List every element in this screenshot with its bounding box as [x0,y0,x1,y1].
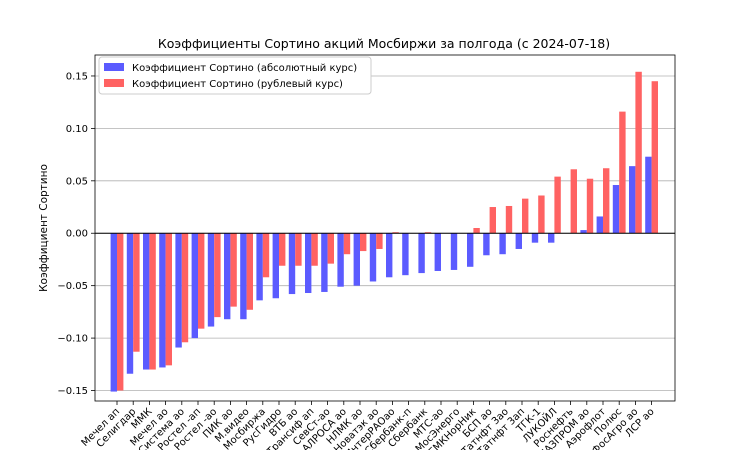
bar-rub [182,233,188,342]
bar-rub [360,233,366,251]
bar-rub [571,169,577,233]
bar-rub [214,233,220,317]
y-tick-label: 0.15 [66,71,88,82]
bar-absolute [629,166,635,233]
bar-rub [490,207,496,233]
chart-title: Коэффициенты Сортино акций Мосбиржи за п… [158,36,610,51]
bar-absolute [645,157,651,234]
bar-absolute [256,233,262,300]
bar-absolute [143,233,149,369]
legend: Коэффициент Сортино (абсолютный курс) Ко… [99,57,371,94]
bar-absolute [159,233,165,367]
bar-absolute [240,233,246,319]
y-tick-label: 0.10 [66,124,88,135]
bar-absolute [386,233,392,277]
y-tick-label: −0.15 [57,386,88,397]
bar-absolute [305,233,311,293]
bar-rub [295,233,301,266]
bar-rub [344,233,350,254]
y-tick-label: −0.10 [57,334,88,345]
bar-rub [652,81,658,233]
bar-absolute [337,233,343,286]
bar-rub [230,233,236,306]
bar-rub [149,233,155,369]
y-axis-label: Коэффициент Сортино [38,164,50,292]
bar-absolute [402,233,408,275]
bar-rub [328,233,334,263]
bar-rub [263,233,269,277]
bar-absolute [467,233,473,267]
bar-absolute [483,233,489,255]
bar-rub [538,195,544,233]
bar-absolute [273,233,279,298]
bar-rub [635,72,641,233]
bar-absolute [127,233,133,373]
bar-rub [117,233,123,390]
bar-absolute [192,233,198,338]
bar-absolute [370,233,376,281]
bar-absolute [548,233,554,242]
bar-rub [198,233,204,328]
bar-absolute [418,233,424,273]
bar-absolute [499,233,505,254]
bar-absolute [435,233,441,271]
bar-absolute [532,233,538,242]
bar-absolute [175,233,181,347]
bars-layer [111,72,658,392]
bar-rub [522,199,528,234]
bar-rub [166,233,172,365]
y-tick-label: 0.00 [66,229,88,240]
legend-label-rub: Коэффициент Сортино (рублевый курс) [132,79,343,90]
bar-absolute [597,216,603,233]
bar-absolute [613,185,619,233]
bar-absolute [354,233,360,285]
bar-rub [279,233,285,266]
legend-swatch-absolute [104,63,124,71]
y-tick-label: 0.05 [66,176,88,187]
bar-absolute [111,233,117,391]
bar-rub [376,233,382,249]
bar-rub [619,112,625,234]
bar-rub [473,228,479,233]
bar-rub [247,233,253,310]
bar-rub [506,206,512,233]
bar-rub [554,177,560,234]
bar-absolute [289,233,295,294]
bar-absolute [208,233,214,326]
bar-rub [603,168,609,233]
bar-absolute [451,233,457,270]
legend-swatch-rub [104,79,124,87]
bar-absolute [321,233,327,292]
bar-rub [311,233,317,266]
bar-absolute [516,233,522,249]
bar-rub [587,179,593,234]
bar-rub [133,233,139,351]
bar-absolute [224,233,230,319]
y-tick-label: −0.05 [57,281,88,292]
legend-label-absolute: Коэффициент Сортино (абсолютный курс) [132,63,357,74]
